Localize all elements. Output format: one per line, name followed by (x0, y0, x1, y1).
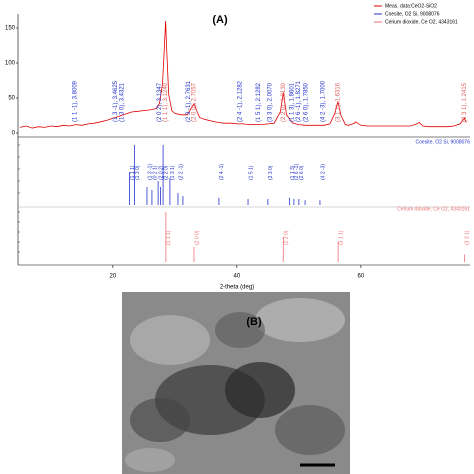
stick-label: (1 1 1) (130, 165, 136, 180)
stick-label: (1 1 3) (290, 165, 296, 180)
peak-label: (1 3 0), 3.4321 (120, 82, 126, 122)
stick-label: (2 6 -1) (294, 164, 300, 180)
x-axis-label: 2-theta (deg) (220, 285, 254, 291)
peak-label: (1 3 -1), 3.4625 (113, 80, 119, 122)
stick-label: (2 2 -1) (178, 164, 184, 180)
stick-label: (2 0 2) (158, 165, 164, 180)
stick-label: (2 6 0) (299, 165, 305, 180)
peak-label: (2 3 -1), 2.7631 (186, 80, 192, 122)
x-tick-label: 20 (110, 274, 117, 280)
y-tick-label: 0 (12, 131, 16, 137)
peak-label: (3 1 1), 1.6316 (336, 82, 342, 122)
stick-label: (3 3 1) (465, 230, 471, 245)
panel-name: Coesite, O2 Si, 9008076 (416, 139, 471, 145)
peak-label: (3 3 1), 1.2415 (462, 82, 468, 122)
stick-label: (1 1 1) (166, 230, 172, 245)
stick-label: (3 1 1) (338, 230, 344, 245)
data-line (19, 20, 467, 129)
peak-label: (2 0 0), 2.7057 (192, 82, 198, 122)
legend-label: Coesite, O2 Si, 9008076 (385, 11, 440, 17)
peak-label: (1 1 1), 3.1240 (163, 82, 169, 122)
peak-label: (1 5 1), 2.1282 (256, 82, 262, 122)
peak-label: (1 1 -1), 3.8009 (73, 80, 79, 122)
tem-image (122, 292, 350, 474)
stick-label: (1 3 0) (135, 165, 141, 180)
peak-label: (2 2 0), 1.9130 (281, 82, 287, 122)
y-tick-label: 150 (5, 26, 16, 32)
x-tick-label: 40 (234, 274, 241, 280)
peak-label: (2 6 0), 1.7850 (303, 82, 309, 122)
panel-name: Cerium dioxide, Ce O2, 4343161 (397, 206, 470, 212)
stick-label: (2 4 -1) (219, 164, 225, 180)
stick-label: (0 2 1) (152, 165, 158, 180)
legend-label: Meas. data:CeO2-SiO2 (385, 3, 437, 9)
panel-label: (A) (212, 14, 228, 26)
x-tick-label: 60 (358, 274, 365, 280)
peak-label: (2 4 -1), 2.1282 (238, 80, 244, 122)
y-tick-label: 100 (5, 61, 16, 67)
peak-label: (3 3 0), 2.0070 (267, 82, 273, 122)
stick-label: (4 2 -3) (320, 164, 326, 180)
stick-label: (1 5 1) (248, 165, 254, 180)
stick-label: (3 3 0) (268, 165, 274, 180)
stick-label: (2 2 0) (163, 165, 169, 180)
peak-label: (4 2 -3), 1.7000 (321, 80, 327, 122)
peak-label: (2 0 2), 3.1347 (157, 82, 163, 122)
panel-label: (B) (246, 316, 262, 328)
stick-label: (2 2 0) (284, 230, 290, 245)
y-tick-label: 50 (8, 96, 15, 102)
peak-label: (1 1 3), 1.8601 (290, 82, 296, 122)
legend-label: Cerium dioxide, Ce O2, 4343161 (385, 19, 458, 25)
stick-label: (1 3 1) (170, 165, 176, 180)
stick-label: (1 3 -1) (147, 164, 153, 180)
peak-label: (2 6 -1), 1.8271 (296, 80, 302, 122)
stick-label: (2 0 0) (194, 230, 200, 245)
